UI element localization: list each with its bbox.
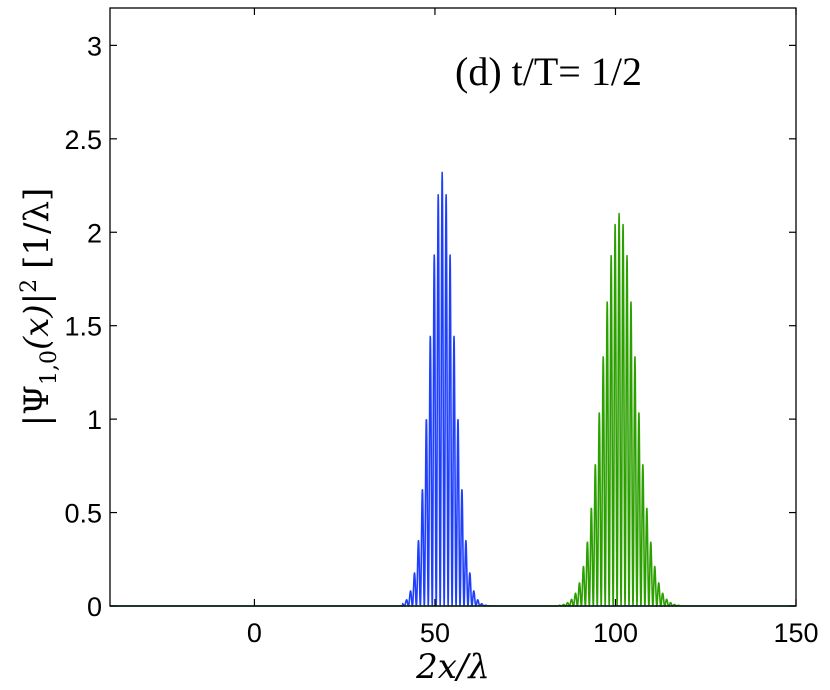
y-tick-label: 2: [87, 218, 102, 248]
svg-text:|Ψ1,0(x)|2[1/λ]: |Ψ1,0(x)|2 [1/λ]: [17, 188, 62, 427]
y-axis-label-sub: 1,0: [37, 350, 62, 385]
y-axis-label-rest: (x)|: [17, 293, 57, 350]
plot-frame: [109, 7, 797, 607]
x-tick-label: 0: [247, 618, 262, 648]
chart-annotation: (d) t/T= 1/2: [455, 49, 642, 94]
y-axis-label-sup: 2: [17, 279, 42, 293]
y-axis: 0 0.5 1 1.5 2 2.5 3: [64, 31, 796, 622]
x-tick-label: 50: [420, 618, 450, 648]
y-tick-label: 3: [87, 31, 102, 61]
y-tick-label: 2.5: [64, 125, 102, 155]
y-tick-label: 1: [87, 405, 102, 435]
x-axis: 0 50 100 150: [247, 8, 819, 648]
x-tick-label: 100: [593, 618, 638, 648]
y-tick-label: 1.5: [64, 312, 102, 342]
x-tick-label: 150: [773, 618, 818, 648]
y-axis-label: |Ψ1,0(x)|2 [1/λ]: [17, 188, 62, 427]
x-axis-label: 2x/λ: [415, 647, 490, 687]
y-tick-label: 0.5: [64, 499, 102, 529]
y-tick-label: 0: [87, 592, 102, 622]
y-axis-label-main: |Ψ: [17, 385, 57, 426]
y-axis-label-unit: [1/λ]: [17, 188, 57, 269]
